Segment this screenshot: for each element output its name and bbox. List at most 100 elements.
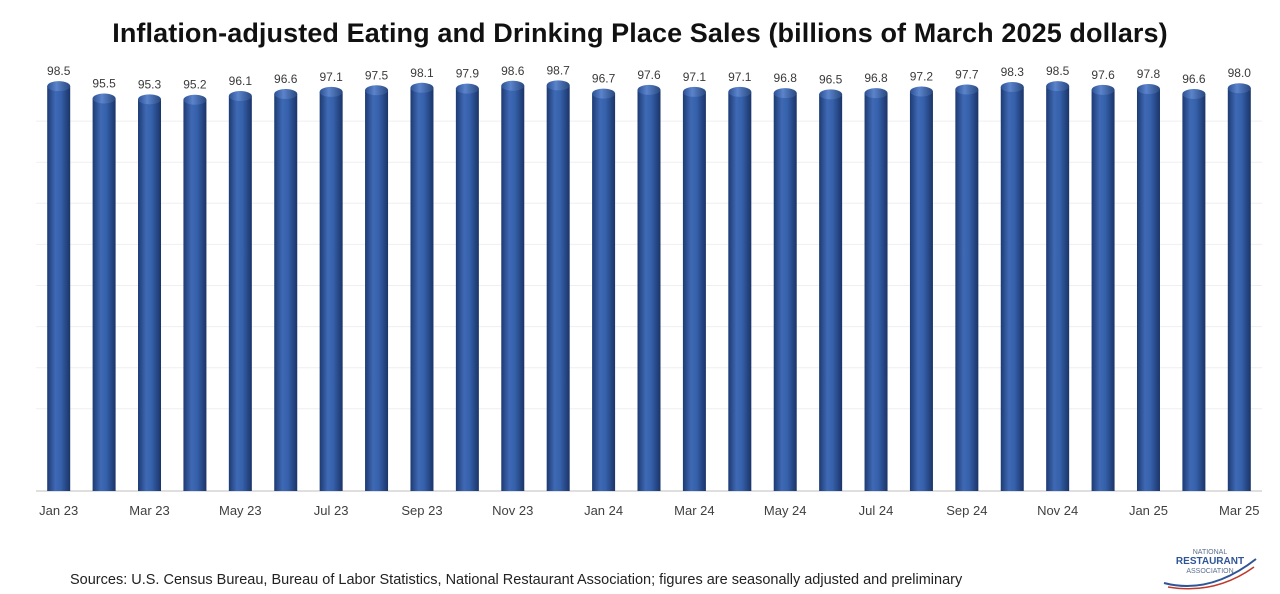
bar-body <box>1136 89 1160 492</box>
value-label: 95.2 <box>183 78 207 92</box>
value-label: 98.7 <box>547 63 571 77</box>
bar-cap <box>1091 84 1115 95</box>
logo-line-3: ASSOCIATION <box>1186 568 1233 575</box>
value-label: 97.1 <box>683 70 707 84</box>
x-tick-label: Mar 23 <box>129 503 169 518</box>
bar-body <box>637 89 661 491</box>
bar <box>319 86 343 491</box>
value-label: 97.6 <box>637 68 661 82</box>
bar-cap <box>955 84 979 95</box>
source-note: Sources: U.S. Census Bureau, Bureau of L… <box>70 572 963 588</box>
x-tick-label: Sep 24 <box>946 503 987 518</box>
logo-swoosh-icon <box>1163 558 1257 587</box>
value-label: 97.8 <box>1137 67 1161 81</box>
x-tick-label: Nov 24 <box>1037 503 1078 518</box>
bar <box>909 86 933 492</box>
bar-cap <box>92 93 116 104</box>
x-tick-label: May 24 <box>764 503 807 518</box>
bar-body <box>274 93 298 491</box>
bar-body <box>909 91 933 492</box>
bar <box>1227 83 1251 491</box>
bar <box>819 89 843 491</box>
bar-body <box>92 98 116 492</box>
bar-body <box>1091 89 1115 491</box>
bar-cap <box>1046 81 1070 92</box>
bar <box>501 80 525 491</box>
value-label: 97.6 <box>1091 68 1115 82</box>
bar-body <box>592 93 616 492</box>
bar-cap <box>1227 83 1251 94</box>
value-label: 97.7 <box>955 67 979 81</box>
bar-cap <box>228 91 252 102</box>
value-label: 97.5 <box>365 68 389 82</box>
x-tick-labels: Jan 23 Mar 23 May 23 Jul 23 Sep 23 Nov 23 Jan … <box>39 503 1259 518</box>
bar-cap <box>47 81 71 92</box>
bar <box>228 91 252 492</box>
bar-body <box>864 93 888 491</box>
bar-cap <box>546 80 570 91</box>
value-label: 96.5 <box>819 72 843 86</box>
bar-body <box>773 93 797 491</box>
bar-body <box>138 99 162 491</box>
bar <box>546 80 570 491</box>
bar <box>410 82 434 492</box>
bar-body <box>1046 86 1070 491</box>
bar-cap <box>637 84 661 95</box>
x-tick-label: May 23 <box>219 503 262 518</box>
bar-cap <box>773 88 797 99</box>
bar <box>183 94 207 491</box>
value-label: 98.5 <box>47 64 71 78</box>
value-label: 96.6 <box>1182 72 1206 86</box>
bar-body <box>819 94 843 491</box>
bar-cap <box>909 86 933 97</box>
bar-body <box>682 91 706 491</box>
bar <box>1136 84 1160 492</box>
bar <box>592 88 616 492</box>
value-label: 97.2 <box>910 70 934 84</box>
bar-cap <box>1000 81 1024 92</box>
bar <box>955 84 979 491</box>
value-label: 98.3 <box>1001 65 1025 79</box>
bar-body <box>1000 86 1024 491</box>
value-label: 98.0 <box>1228 66 1252 80</box>
bar <box>365 85 389 492</box>
bar-body <box>955 89 979 491</box>
bar <box>1000 81 1024 491</box>
value-label: 96.6 <box>274 72 298 86</box>
value-label: 95.3 <box>138 77 162 91</box>
value-label: 96.7 <box>592 72 616 86</box>
bar-cap <box>183 94 207 105</box>
value-label: 97.1 <box>319 70 343 84</box>
bar-body <box>365 90 389 492</box>
bar-body <box>546 85 570 491</box>
logo-line-2: RESTAURANT <box>1176 556 1244 567</box>
bar-body <box>1182 93 1206 491</box>
value-label: 98.1 <box>410 66 434 80</box>
value-label: 98.5 <box>1046 64 1070 78</box>
bar-body <box>319 91 343 491</box>
bar-cap <box>1136 84 1160 95</box>
bar-body <box>728 91 752 491</box>
bar-body <box>228 96 252 492</box>
value-labels: 98.5 95.5 95.3 95.2 96.1 96.6 97.1 97.5 98.1 97.9… <box>47 63 1251 91</box>
bar-cap <box>682 86 706 97</box>
bar <box>92 93 116 492</box>
x-tick-label: Jan 23 <box>39 503 78 518</box>
x-tick-label: Nov 23 <box>492 503 533 518</box>
bar-cap <box>592 88 616 99</box>
bar-body <box>501 85 525 491</box>
bar <box>274 88 298 491</box>
restaurant-association-logo: NATIONAL RESTAURANT ASSOCIATION <box>1163 549 1257 590</box>
value-label: 97.9 <box>456 67 480 81</box>
x-tick-label: Jul 24 <box>859 503 894 518</box>
bar <box>637 84 661 491</box>
bar-cap <box>728 86 752 97</box>
bar <box>682 86 706 491</box>
bar-cap <box>1182 88 1206 99</box>
x-tick-label: Jul 23 <box>314 503 349 518</box>
bar-cap <box>501 80 525 91</box>
x-tick-label: Jan 24 <box>584 503 623 518</box>
value-label: 95.5 <box>92 76 116 90</box>
logo-swoosh-red-icon <box>1167 566 1255 590</box>
